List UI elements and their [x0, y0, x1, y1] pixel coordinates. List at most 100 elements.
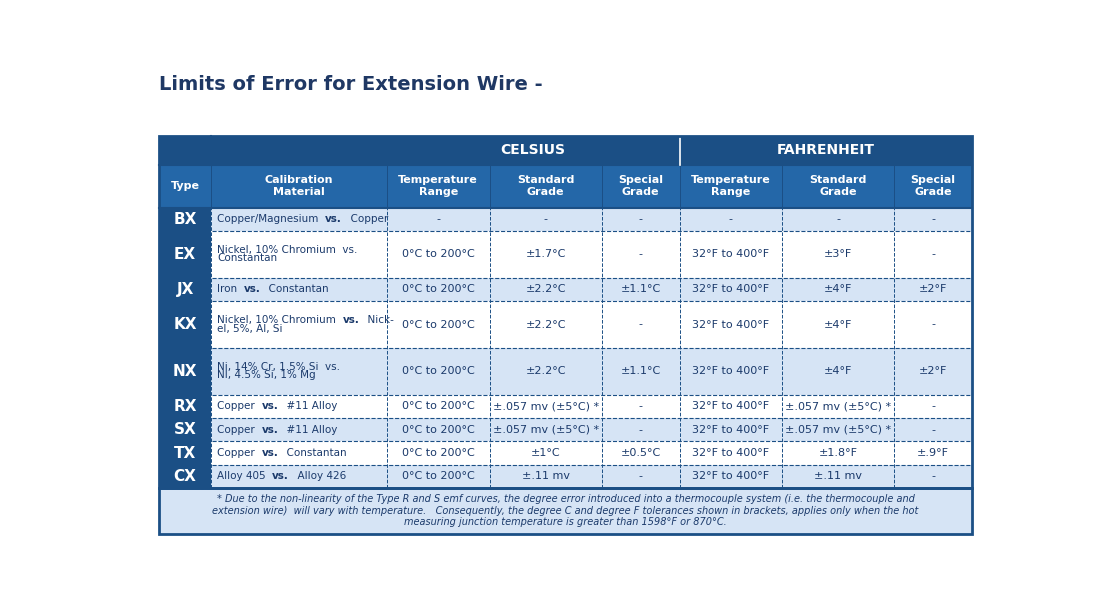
Text: -: -: [639, 401, 643, 411]
Text: ±1.1°C: ±1.1°C: [621, 366, 661, 376]
Text: Constantan: Constantan: [262, 284, 329, 295]
Text: Temperature
Range: Temperature Range: [399, 175, 478, 197]
Bar: [159, 348, 211, 395]
Text: Standard
Grade: Standard Grade: [516, 175, 575, 197]
Text: -: -: [931, 250, 935, 259]
Text: ±.057 mv (±5°C) *: ±.057 mv (±5°C) *: [785, 424, 891, 435]
Bar: [159, 136, 972, 488]
Text: ±2.2°C: ±2.2°C: [525, 284, 566, 295]
Text: Constantan: Constantan: [280, 448, 347, 458]
Bar: [211, 301, 972, 348]
Text: BX: BX: [173, 212, 197, 227]
Text: Iron: Iron: [217, 284, 243, 295]
Text: Ni, 14% Cr, 1.5% Si  vs.: Ni, 14% Cr, 1.5% Si vs.: [217, 362, 340, 372]
Bar: [211, 348, 972, 395]
Text: ±.11 mv: ±.11 mv: [522, 471, 569, 481]
Text: -: -: [639, 214, 643, 224]
Bar: [159, 442, 211, 465]
Text: EX: EX: [174, 247, 196, 262]
Text: 0°C to 200°C: 0°C to 200°C: [402, 320, 475, 329]
Text: ±2.2°C: ±2.2°C: [525, 320, 566, 329]
Text: 0°C to 200°C: 0°C to 200°C: [402, 284, 475, 295]
Text: ±2°F: ±2°F: [919, 284, 947, 295]
Text: -: -: [544, 214, 547, 224]
Text: 0°C to 200°C: 0°C to 200°C: [402, 366, 475, 376]
Text: -: -: [836, 214, 840, 224]
Text: Copper: Copper: [217, 448, 261, 458]
Bar: [211, 418, 972, 442]
Text: 32°F to 400°F: 32°F to 400°F: [693, 424, 770, 435]
Bar: [159, 465, 211, 488]
Bar: [159, 395, 211, 418]
Text: ±2.2°C: ±2.2°C: [525, 366, 566, 376]
Text: -: -: [639, 424, 643, 435]
Text: vs.: vs.: [261, 448, 279, 458]
Text: 32°F to 400°F: 32°F to 400°F: [693, 320, 770, 329]
Bar: [159, 136, 972, 164]
Text: CX: CX: [174, 469, 196, 484]
Bar: [159, 488, 972, 533]
Text: ±.11 mv: ±.11 mv: [814, 471, 862, 481]
Text: Copper/Magnesium: Copper/Magnesium: [217, 214, 325, 224]
Text: CELSIUS: CELSIUS: [501, 144, 566, 158]
Text: Copper: Copper: [217, 424, 261, 435]
Text: 0°C to 200°C: 0°C to 200°C: [402, 250, 475, 259]
Text: Calibration
Material: Calibration Material: [265, 175, 334, 197]
Text: 0°C to 200°C: 0°C to 200°C: [402, 471, 475, 481]
Bar: [159, 301, 211, 348]
Text: ±.9°F: ±.9°F: [917, 448, 949, 458]
Text: #11 Alloy: #11 Alloy: [280, 424, 337, 435]
Text: -: -: [931, 320, 935, 329]
Text: Standard
Grade: Standard Grade: [809, 175, 866, 197]
Text: Special
Grade: Special Grade: [618, 175, 663, 197]
Text: -: -: [639, 320, 643, 329]
Bar: [211, 465, 972, 488]
Text: -: -: [931, 401, 935, 411]
Text: 0°C to 200°C: 0°C to 200°C: [402, 401, 475, 411]
Text: vs.: vs.: [261, 401, 279, 411]
Text: 32°F to 400°F: 32°F to 400°F: [693, 448, 770, 458]
Text: ±1.1°C: ±1.1°C: [621, 284, 661, 295]
Text: Nickel, 10% Chromium  vs.: Nickel, 10% Chromium vs.: [217, 245, 358, 255]
Text: Copper: Copper: [217, 401, 261, 411]
Text: Nickel, 10% Chromium: Nickel, 10% Chromium: [217, 315, 342, 325]
Text: ±.057 mv (±5°C) *: ±.057 mv (±5°C) *: [492, 401, 599, 411]
Text: ±1.7°C: ±1.7°C: [525, 250, 566, 259]
Text: 32°F to 400°F: 32°F to 400°F: [693, 401, 770, 411]
Text: ±1°C: ±1°C: [531, 448, 560, 458]
Text: Constantan: Constantan: [217, 253, 277, 264]
Text: Alloy 426: Alloy 426: [291, 471, 346, 481]
Text: -: -: [931, 424, 935, 435]
Text: 32°F to 400°F: 32°F to 400°F: [693, 366, 770, 376]
Text: vs.: vs.: [261, 424, 279, 435]
Text: ±4°F: ±4°F: [824, 320, 852, 329]
Text: Limits of Error for Extension Wire -: Limits of Error for Extension Wire -: [159, 75, 543, 94]
Text: vs.: vs.: [325, 214, 342, 224]
Bar: [159, 164, 972, 208]
Text: vs.: vs.: [243, 284, 261, 295]
Text: ±4°F: ±4°F: [824, 284, 852, 295]
Text: #11 Alloy: #11 Alloy: [280, 401, 337, 411]
Text: -: -: [436, 214, 440, 224]
Text: 32°F to 400°F: 32°F to 400°F: [693, 250, 770, 259]
Text: 32°F to 400°F: 32°F to 400°F: [693, 284, 770, 295]
Text: ±4°F: ±4°F: [824, 366, 852, 376]
Text: ±2°F: ±2°F: [919, 366, 947, 376]
Text: ±.057 mv (±5°C) *: ±.057 mv (±5°C) *: [785, 401, 891, 411]
Text: Copper: Copper: [344, 214, 388, 224]
Text: Temperature
Range: Temperature Range: [691, 175, 771, 197]
Text: 0°C to 200°C: 0°C to 200°C: [402, 448, 475, 458]
Text: vs.: vs.: [342, 315, 359, 325]
Bar: [159, 418, 211, 442]
Text: ±.057 mv (±5°C) *: ±.057 mv (±5°C) *: [492, 424, 599, 435]
Text: Alloy 405: Alloy 405: [217, 471, 272, 481]
Text: Nick-: Nick-: [361, 315, 394, 325]
Bar: [159, 231, 211, 278]
Bar: [211, 208, 972, 231]
Text: -: -: [639, 250, 643, 259]
Text: FAHRENHEIT: FAHRENHEIT: [777, 144, 875, 158]
Text: ±3°F: ±3°F: [824, 250, 852, 259]
Text: -: -: [931, 471, 935, 481]
Bar: [159, 208, 211, 231]
Bar: [211, 278, 972, 301]
